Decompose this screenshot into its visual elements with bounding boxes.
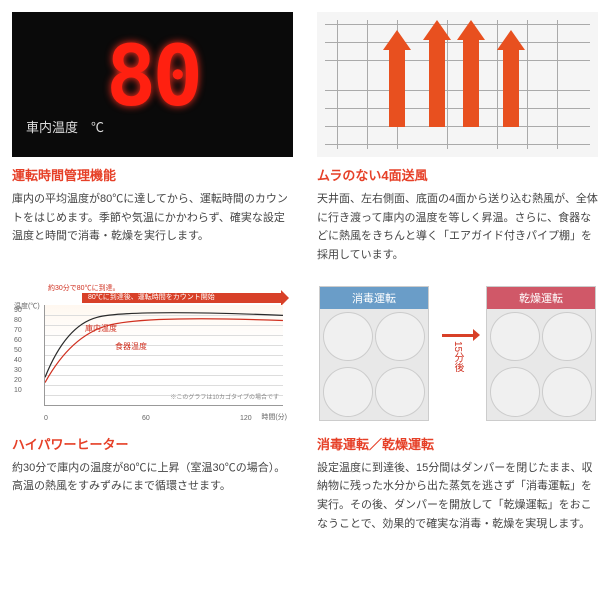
chart-top-note: 約30分で80℃に到達。	[48, 283, 120, 293]
airflow-arrow-head	[423, 20, 451, 40]
chart-note: ※このグラフは10カゴタイプの場合です	[170, 392, 279, 401]
chart-x-label: 時間(分)	[261, 412, 287, 422]
section-desc: 約30分で庫内の温度が80℃に上昇（室温30℃の場合）。高温の熱風をすみずみにま…	[12, 459, 293, 496]
section-heater: 約30分で80℃に到達。 80℃に到達後、運転時間をカウント開始 温度(℃) 庫…	[12, 281, 293, 534]
operation-panels-image: 消毒運転 15分後 乾燥運転	[317, 281, 598, 426]
digit-readout: 80	[106, 27, 199, 125]
plates	[320, 309, 428, 420]
x-tick: 120	[240, 415, 252, 422]
section-title: 運転時間管理機能	[12, 165, 293, 184]
airflow-arrow	[503, 47, 519, 127]
section-runtime: 80 車内温度 ℃ 運転時間管理機能 庫内の平均温度が80℃に達してから、運転時…	[12, 12, 293, 265]
section-operation: 消毒運転 15分後 乾燥運転 消毒運転／乾燥運転 設定温度に到達後、15分間はダ…	[317, 281, 598, 534]
airflow-arrow	[463, 37, 479, 127]
y-tick: 90	[14, 307, 22, 314]
y-tick: 30	[14, 367, 22, 374]
airflow-arrow-head	[383, 30, 411, 50]
rack-airflow-image	[317, 12, 598, 157]
section-title: 消毒運転／乾燥運転	[317, 434, 598, 453]
x-tick: 0	[44, 415, 48, 422]
digit-value: 80	[106, 27, 199, 125]
y-tick: 20	[14, 377, 22, 384]
sterilize-panel: 消毒運転	[319, 286, 429, 421]
temperature-display-image: 80 車内温度 ℃	[12, 12, 293, 157]
section-desc: 天井面、左右側面、底面の4面から送り込む熱風が、全体に行き渡って庫内の温度を等し…	[317, 190, 598, 265]
airflow-arrow	[429, 37, 445, 127]
temperature-chart: 約30分で80℃に到達。 80℃に到達後、運転時間をカウント開始 温度(℃) 庫…	[12, 281, 293, 426]
plates	[487, 309, 595, 420]
chart-area: 庫内温度 食器温度 ※このグラフは10カゴタイプの場合です	[44, 305, 283, 406]
y-tick: 70	[14, 327, 22, 334]
panel-header-dry: 乾燥運転	[487, 287, 595, 309]
section-title: ハイパワーヒーター	[12, 434, 293, 453]
chart-arrow: 80℃に到達後、運転時間をカウント開始	[82, 293, 281, 303]
transition-arrow: 15分後	[442, 334, 474, 372]
section-desc: 設定温度に到達後、15分間はダンパーを閉じたまま、収納物に残った水分から出た蒸気…	[317, 459, 598, 534]
airflow-arrow	[389, 47, 405, 127]
transition-label: 15分後	[450, 341, 465, 372]
y-tick: 50	[14, 347, 22, 354]
display-label: 車内温度 ℃	[26, 117, 104, 136]
section-desc: 庫内の平均温度が80℃に達してから、運転時間のカウントをはじめます。季節や気温に…	[12, 190, 293, 246]
panel-header-sterilize: 消毒運転	[320, 287, 428, 309]
chart-line2-label: 食器温度	[115, 341, 147, 352]
y-tick: 40	[14, 357, 22, 364]
chart-arrow-text: 80℃に到達後、運転時間をカウント開始	[88, 293, 215, 303]
section-airflow: ムラのない4面送風 天井面、左右側面、底面の4面から送り込む熱風が、全体に行き渡…	[317, 12, 598, 265]
section-title: ムラのない4面送風	[317, 165, 598, 184]
x-tick: 60	[142, 415, 150, 422]
y-tick: 60	[14, 337, 22, 344]
airflow-arrow-head	[457, 20, 485, 40]
chart-line1-label: 庫内温度	[85, 323, 117, 334]
y-tick: 10	[14, 387, 22, 394]
dry-panel: 乾燥運転	[486, 286, 596, 421]
y-tick: 80	[14, 317, 22, 324]
airflow-arrow-head	[497, 30, 525, 50]
